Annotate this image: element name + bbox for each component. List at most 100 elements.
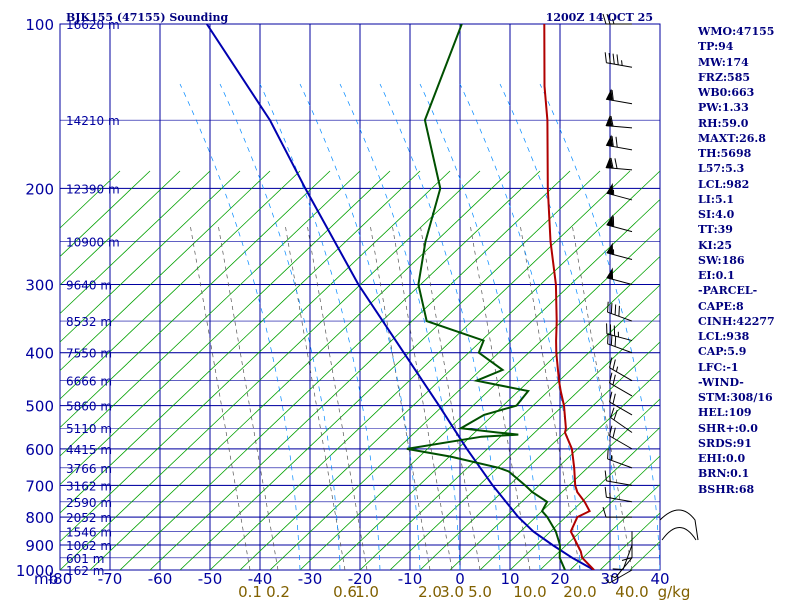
height-label: 601 m <box>66 552 104 566</box>
x-tick-label: 0 <box>455 570 465 588</box>
moist-adiabat-line <box>219 83 341 570</box>
dry-adiabat-line <box>149 170 571 570</box>
x-tick-label: -70 <box>98 570 123 588</box>
wind-barb-feather <box>610 157 614 169</box>
y-tick-label: 100 <box>25 16 54 34</box>
height-label: 3766 m <box>66 462 112 476</box>
mixing-ratio-label: 40.0 <box>615 583 648 600</box>
dry-adiabat-line <box>209 170 631 570</box>
index-item: BRN:0.1 <box>698 467 750 481</box>
wind-barb-staff <box>606 62 633 68</box>
x-tick-label: -30 <box>298 570 323 588</box>
wind-barb-staff <box>607 311 633 322</box>
wind-barb <box>608 425 633 450</box>
wind-barb-flag <box>605 114 613 127</box>
moist-adiabat-line <box>379 83 501 570</box>
height-label: 5110 m <box>66 422 112 436</box>
indices-panel: WMO:47155 TP:94 MW:174 FRZ:585 WB0:663 PW:1.3… <box>698 24 798 497</box>
wind-barb-staff <box>607 458 633 469</box>
dry-adiabat-line <box>239 170 660 570</box>
wind-barb-staff <box>607 343 633 354</box>
dry-adiabat-line <box>389 312 660 570</box>
index-item: PW:1.33 <box>698 101 749 115</box>
mixing-ratio-line <box>217 223 279 570</box>
x-tick-label: -80 <box>48 570 73 588</box>
x-tick-label: -20 <box>348 570 373 588</box>
wind-barb-staff <box>606 496 633 503</box>
hodograph <box>659 509 699 541</box>
wind-barb <box>606 182 633 201</box>
dry-adiabat-line <box>419 341 660 570</box>
height-label: 162 m <box>66 564 104 578</box>
dry-adiabat-line <box>60 170 391 486</box>
dry-adiabat-line <box>60 170 451 543</box>
height-label: 9640 m <box>66 279 112 293</box>
mixing-ratio-line <box>469 223 531 570</box>
wind-barb <box>604 52 633 68</box>
wind-barb-feather <box>610 115 614 127</box>
wind-barb-feather <box>608 391 613 403</box>
wind-barb-feather <box>618 305 620 317</box>
wind-barb <box>612 544 633 570</box>
wind-barb <box>605 156 633 171</box>
x-tick-label: 40 <box>650 570 669 588</box>
moist-adiabat-line <box>419 83 541 570</box>
wind-barb-feather <box>607 301 609 313</box>
wind-barb <box>608 357 633 382</box>
x-tick-label: -60 <box>148 570 173 588</box>
wind-barb-feather <box>608 425 613 436</box>
mixing-ratio-label: 0.1 <box>238 583 262 600</box>
dry-adiabat-line <box>60 170 181 286</box>
index-item: MAXT:26.8 <box>698 131 766 145</box>
wind-barb-feather <box>612 427 616 438</box>
mixing-ratio-label: 0.2 <box>266 583 290 600</box>
parcel-trace-line <box>205 24 595 570</box>
index-item: WB0:663 <box>698 86 755 99</box>
mixing-ratio-label: 1.0 <box>355 583 379 600</box>
index-item: LI:5.1 <box>698 192 735 206</box>
wind-barb-feather <box>611 136 614 147</box>
wind-barb-half-feather <box>609 476 611 482</box>
dry-adiabat-line <box>60 170 211 315</box>
wind-barb-staff <box>609 569 633 584</box>
index-item: FRZ:585 <box>698 70 751 84</box>
height-label: 3162 m <box>66 479 112 493</box>
wind-barb-staff <box>622 544 633 570</box>
wind-barb-feather <box>610 407 615 418</box>
height-label: 1546 m <box>66 525 112 539</box>
chart-time: 1200Z 14 OCT 25 <box>546 11 653 24</box>
wind-barb-staff <box>609 401 633 416</box>
dewpoint-line <box>406 24 566 570</box>
dry-adiabat-line <box>60 170 421 514</box>
dry-adiabat-line <box>479 398 660 570</box>
wind-barb-feather <box>602 506 607 518</box>
index-item: EHI:0.0 <box>698 452 746 465</box>
mixing-ratio-line <box>419 223 481 570</box>
dry-adiabat-line <box>60 170 331 429</box>
moist-adiabat-line <box>539 83 660 570</box>
dry-adiabat-line <box>329 255 660 570</box>
wind-barb-feather <box>612 53 615 65</box>
wind-barb-feather <box>604 52 607 63</box>
wind-barb <box>606 242 633 261</box>
wind-barb-feather <box>604 486 607 498</box>
index-item: LCL:938 <box>698 330 750 343</box>
moist-adiabat-line <box>179 83 301 570</box>
wind-barb-flag <box>606 267 614 280</box>
index-item: CINH:42277 <box>698 314 775 328</box>
wind-barb-feather <box>612 568 624 570</box>
wind-barb-staff <box>614 557 633 579</box>
y-tick-label: 800 <box>25 509 54 527</box>
moist-adiabat-line <box>299 83 421 570</box>
thermo-lines <box>60 24 660 570</box>
wind-barb-flag <box>606 182 614 196</box>
index-item: CAP:5.9 <box>698 345 747 359</box>
mixing-ratio-line <box>369 223 431 570</box>
wind-barb-half-feather <box>609 492 611 499</box>
wind-barb <box>608 391 633 416</box>
dry-adiabat-line <box>60 170 361 457</box>
dry-adiabat-line <box>60 170 151 258</box>
wind-barb-feather <box>610 334 613 346</box>
x-tick-label: -40 <box>248 570 273 588</box>
